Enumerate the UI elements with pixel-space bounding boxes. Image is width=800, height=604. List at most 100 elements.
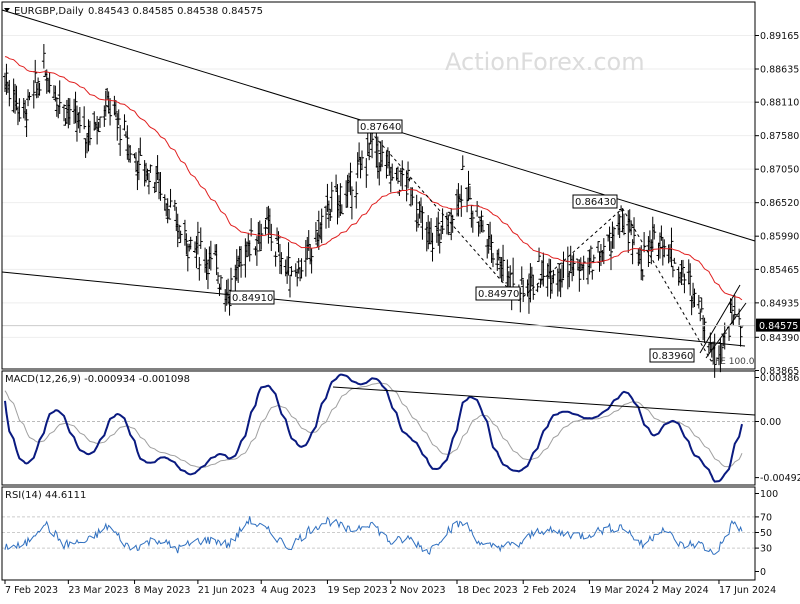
- projection-line-1: [370, 131, 520, 301]
- price-bar-277: [560, 264, 565, 288]
- price-bar-169: [344, 180, 349, 208]
- price-bar-244: [495, 249, 500, 271]
- price-bar-365: [738, 325, 743, 347]
- price-bar-1: [4, 63, 9, 95]
- price-bar-50: [103, 90, 108, 117]
- price-bar-172: [348, 162, 353, 196]
- price-bar-332: [670, 265, 675, 278]
- x-tick-label-3: 21 Jun 2023: [198, 585, 255, 596]
- x-tick-label-2: 8 May 2023: [135, 585, 191, 596]
- price-bar-268: [541, 252, 546, 287]
- price-bar-146: [296, 258, 301, 274]
- price-bar-273: [551, 269, 556, 284]
- price-bar-340: [688, 263, 693, 296]
- x-tick-label-6: 2 Nov 2023: [391, 585, 446, 596]
- macd-panel-title: MACD(12,26,9) -0.000934 -0.001098: [5, 374, 190, 385]
- price-bar-105: [214, 244, 219, 276]
- x-tick-label-5: 19 Sep 2023: [327, 585, 387, 596]
- price-bar-309: [626, 210, 631, 253]
- price-bar-174: [354, 181, 359, 209]
- x-tick-label-4: 4 Aug 2023: [261, 585, 316, 596]
- price-bar-90: [184, 233, 189, 255]
- macd-y-tick-label-2: -0.004926: [760, 473, 800, 484]
- price-bar-153: [309, 248, 314, 274]
- y-tick-label-6: 0.85990: [760, 232, 799, 243]
- price-bar-73: [148, 164, 153, 173]
- annotation-label: 0.84910: [232, 293, 273, 304]
- price-bar-283: [571, 253, 576, 277]
- price-bar-213: [430, 232, 435, 262]
- y-tick-label-2: 0.88110: [760, 98, 799, 109]
- price-bar-338: [682, 273, 687, 294]
- price-bar-103: [208, 240, 213, 271]
- price-bar-208: [420, 206, 425, 240]
- price-bar-19: [41, 44, 46, 69]
- price-bar-79: [162, 194, 167, 211]
- price-bar-134: [273, 251, 278, 267]
- price-bar-228: [460, 155, 465, 171]
- price-bar-125: [254, 236, 259, 266]
- annotation-box: [475, 286, 521, 301]
- y-tick-label-0: 0.89165: [760, 31, 799, 42]
- last-price-label: 0.84575: [759, 321, 798, 332]
- price-bar-227: [459, 185, 464, 217]
- panel-border-0: [1, 1, 756, 370]
- price-bar-83: [168, 188, 173, 208]
- price-bar-133: [269, 223, 274, 252]
- price-bar-55: [113, 99, 118, 118]
- x-tick-label-11: 17 Jun 2024: [719, 585, 776, 596]
- annotation-label: FE 100.0: [715, 357, 755, 367]
- price-bar-318: [642, 232, 647, 253]
- rsi-line: [4, 516, 743, 555]
- annotation-0: 0.87640: [357, 119, 403, 134]
- price-bar-300: [607, 226, 612, 251]
- projection-line-3: [622, 208, 714, 365]
- price-bar-211: [427, 221, 432, 245]
- price-bar-301: [609, 241, 614, 271]
- rsi-panel-title: RSI(14) 44.6111: [5, 490, 86, 501]
- watermark: ActionForex.com: [445, 48, 645, 76]
- macd-y-tick-label-1: 0.00: [760, 417, 781, 428]
- rsi-y-tick-label-4: 0: [760, 567, 766, 578]
- projection-line-2: [518, 207, 623, 302]
- price-bar-72: [146, 173, 151, 195]
- price-bar-74: [152, 182, 157, 194]
- price-bar-14: [31, 80, 36, 109]
- price-bar-43: [87, 120, 92, 146]
- price-bar-344: [696, 294, 701, 309]
- price-bar-345: [698, 308, 703, 322]
- price-bar-298: [601, 238, 606, 265]
- price-bar-97: [197, 256, 202, 281]
- price-bar-215: [436, 211, 441, 246]
- price-bar-285: [577, 259, 582, 292]
- price-bar-39: [82, 106, 87, 130]
- price-bar-118: [239, 246, 244, 278]
- price-bar-122: [247, 240, 252, 262]
- price-bar-106: [216, 272, 221, 284]
- ma-line: [4, 56, 743, 301]
- price-bar-48: [98, 116, 103, 128]
- price-bar-198: [400, 160, 405, 190]
- price-bar-359: [727, 326, 732, 341]
- price-bar-203: [410, 187, 415, 206]
- annotation-box: [229, 290, 275, 305]
- y-tick-label-5: 0.86520: [760, 198, 799, 209]
- price-bar-233: [470, 210, 475, 233]
- price-bar-96: [195, 221, 200, 255]
- price-bar-18: [37, 83, 42, 96]
- price-bar-68: [138, 137, 143, 156]
- price-ohlc-label: 0.84543 0.84585 0.84538 0.84575: [88, 6, 263, 17]
- y-tick-label-8: 0.84935: [760, 298, 799, 309]
- annotation-box: [649, 348, 695, 363]
- x-tick-label-8: 2 Feb 2024: [523, 585, 576, 596]
- price-bar-291: [588, 245, 593, 269]
- macd-panel: [2, 373, 756, 483]
- y-tick-label-1: 0.88635: [760, 65, 799, 76]
- price-bar-11: [24, 109, 29, 138]
- macd-line: [4, 373, 743, 483]
- price-bar-237: [479, 210, 484, 233]
- price-bar-59: [122, 114, 127, 131]
- price-bar-143: [289, 266, 294, 277]
- y-tick-label-9: 0.84390: [760, 333, 799, 344]
